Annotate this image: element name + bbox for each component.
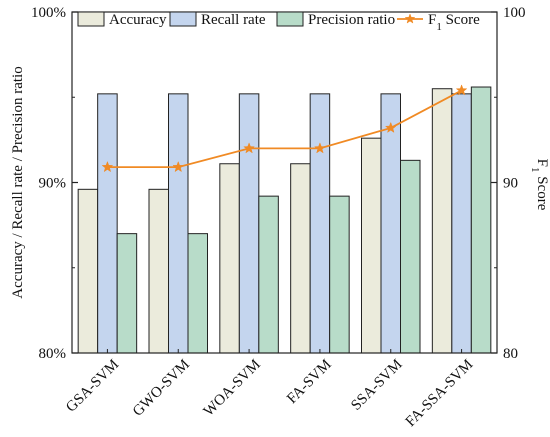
bar-recall-rate-gwo-svm (168, 93, 189, 354)
bar-accuracy-fa-svm (290, 163, 311, 354)
bar-recall-rate-ssa-svm (380, 93, 401, 354)
bar-precision-ratio-gsa-svm (116, 233, 138, 354)
bar-accuracy-gwo-svm (148, 188, 169, 354)
f1-score-point-woa-svm (243, 142, 255, 154)
legend-star-f1-score (404, 13, 416, 24)
bar-recall-rate-woa-svm (238, 93, 260, 354)
x-tick-label: GWO-SVM (130, 357, 193, 420)
bar-recall-rate-gsa-svm (97, 93, 118, 354)
f1-score-point-gsa-svm (101, 160, 114, 173)
legend-swatch-accuracy (77, 11, 105, 27)
bar-recall-rate-fa-ssa-svm (451, 93, 472, 354)
legend-label-accuracy: Accuracy (109, 12, 167, 28)
bar-precision-ratio-fa-ssa-svm (470, 86, 492, 354)
x-tick-label: WOA-SVM (201, 357, 264, 420)
bar-recall-rate-fa-svm (309, 93, 331, 354)
left-tick-label: 90% (39, 176, 67, 192)
legend: Accuracy Recall rate Precision ratio F1 Sco… (77, 11, 480, 33)
f1-score-line (107, 89, 463, 169)
legend-swatch-precision-ratio (276, 11, 304, 27)
f1-score-point-fa-ssa-svm (455, 84, 468, 96)
right-tick-label: 100 (503, 5, 526, 21)
left-tick-label: 100% (31, 5, 66, 21)
right-tick-label: 80 (503, 346, 518, 362)
left-axis-title: Accuracy / Recall rate / Precision ratio (10, 66, 26, 298)
x-tick-label: FA-SVM (284, 357, 335, 408)
legend-label-f1-score: F1 Score (428, 12, 480, 33)
bar-precision-ratio-woa-svm (258, 195, 279, 354)
legend-swatch-recall-rate (169, 11, 197, 27)
right-axis-title: F1 Score (529, 159, 550, 211)
bar-precision-ratio-gwo-svm (187, 233, 208, 354)
legend-label-recall-rate: Recall rate (201, 12, 266, 28)
bar-accuracy-fa-ssa-svm (431, 88, 453, 354)
bar-accuracy-woa-svm (219, 163, 240, 354)
bar-precision-ratio-ssa-svm (400, 159, 421, 354)
f1-score-point-gwo-svm (172, 160, 185, 173)
left-tick-label: 80% (39, 346, 67, 362)
x-tick-label: GSA-SVM (63, 357, 122, 416)
x-tick-label: SSA-SVM (348, 357, 405, 414)
right-tick-label: 90 (503, 176, 518, 192)
bar-accuracy-ssa-svm (361, 137, 382, 354)
bar-accuracy-gsa-svm (77, 188, 99, 354)
f1-score-point-ssa-svm (384, 121, 397, 133)
legend-label-precision-ratio: Precision ratio (308, 12, 395, 28)
f1-score-point-fa-svm (314, 142, 326, 154)
x-tick-label: FA-SSA-SVM (403, 357, 477, 431)
bar-precision-ratio-fa-svm (329, 195, 350, 354)
